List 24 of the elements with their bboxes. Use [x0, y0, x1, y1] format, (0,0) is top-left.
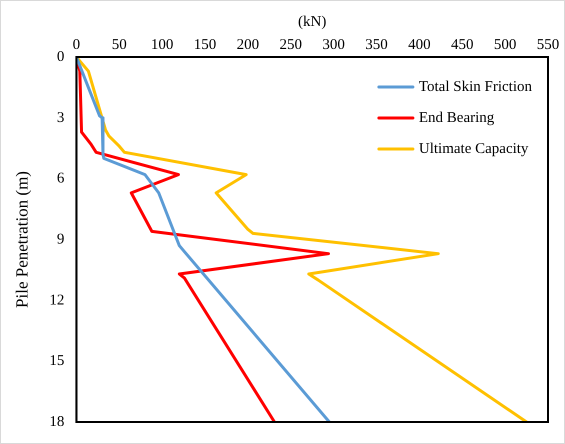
y-tick-label: 6 — [56, 170, 65, 187]
x-tick-label: 200 — [236, 36, 260, 53]
x-tick-label: 400 — [408, 36, 431, 53]
x-tick-label: 300 — [322, 36, 345, 53]
y-tick-label: 15 — [49, 353, 64, 370]
x-tick-label: 100 — [150, 36, 174, 53]
y-tick-label: 12 — [49, 292, 64, 308]
x-tick-label: 500 — [494, 36, 516, 53]
x-tick-label: 450 — [451, 36, 474, 53]
x-tick-label: 50 — [112, 36, 127, 53]
x-tick-label: 550 — [536, 36, 560, 53]
legend-label: End Bearing — [418, 110, 495, 126]
x-tick-label: 150 — [194, 36, 216, 53]
x-tick-label: 250 — [280, 36, 302, 53]
y-tick-label: 0 — [56, 48, 64, 65]
legend-label: Total Skin Friction — [418, 78, 532, 95]
y-tick-label: 3 — [56, 110, 64, 126]
y-tick-label: 9 — [56, 231, 64, 248]
x-tick-label: 350 — [365, 36, 388, 53]
y-axis-title: Pile Penetration (m) — [12, 171, 32, 308]
legend-label: Ultimate Capacity — [418, 140, 529, 157]
y-tick-label: 18 — [49, 414, 64, 430]
x-axis-title: (kN) — [298, 14, 326, 30]
x-tick-label: 0 — [72, 36, 80, 53]
